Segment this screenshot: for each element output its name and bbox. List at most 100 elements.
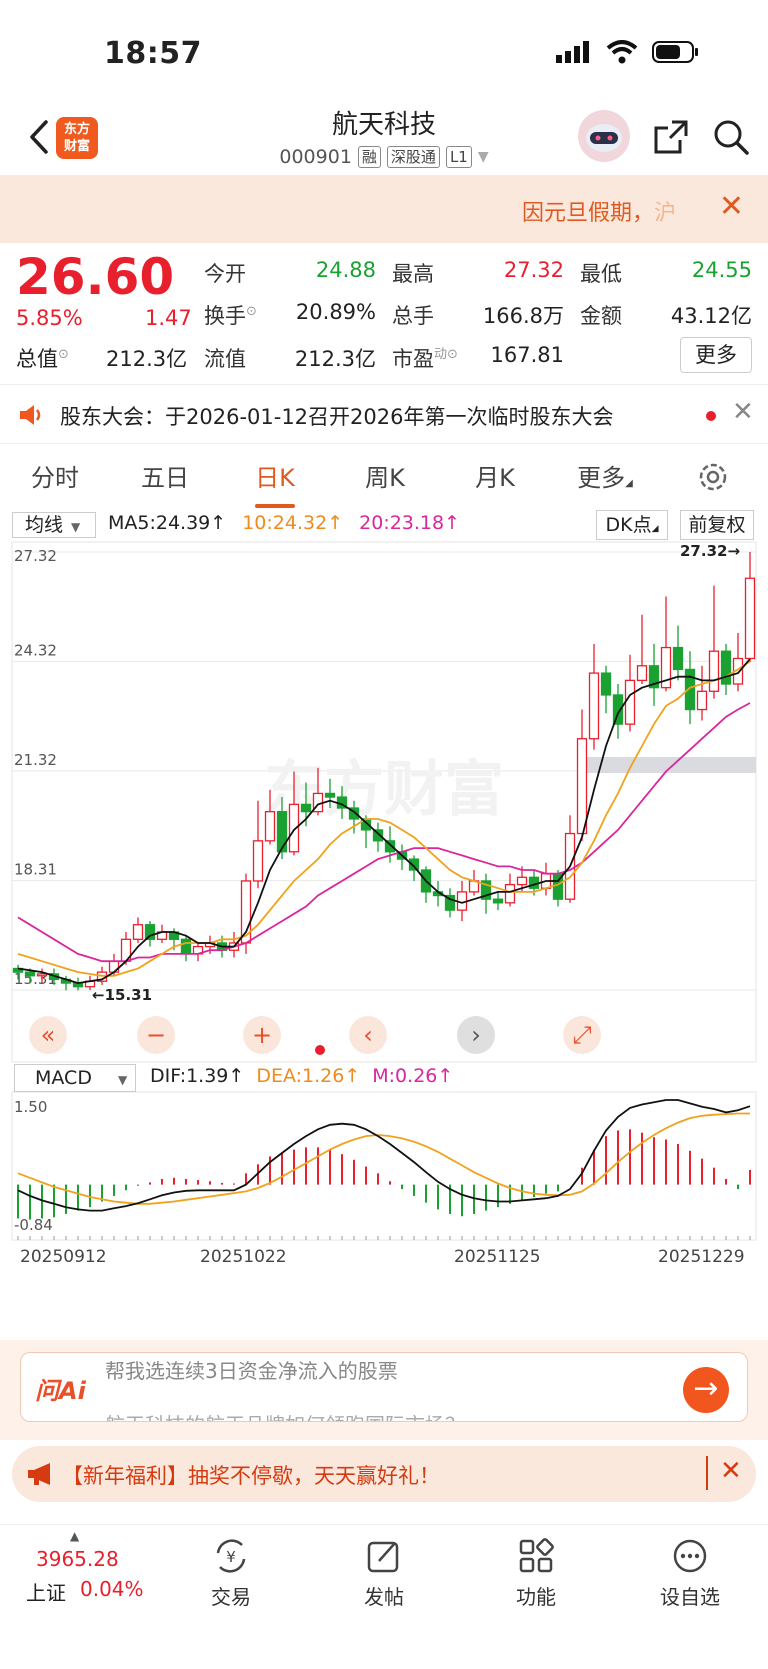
tab-five-day[interactable]: 五日 [141, 464, 189, 492]
tab-weekly-k[interactable]: 周K [365, 464, 405, 492]
candle-body [576, 738, 588, 835]
megaphone-icon [28, 1463, 50, 1485]
candle-body [288, 803, 300, 853]
indicator-select-label: 均线 [25, 514, 64, 536]
index-pct[interactable]: 0.04% [80, 1577, 144, 1601]
min-price-label: ←15.31 [92, 986, 152, 1004]
expand-icon[interactable]: ⤢ [572, 1021, 591, 1049]
candle-body [36, 973, 48, 977]
zoom-out-icon-bg[interactable] [137, 1016, 175, 1054]
svg-text:¥: ¥ [226, 1548, 236, 1566]
ai-question-box[interactable]: 问Ai 帮我选连续3日资金净流入的股票 航天科技的航天品牌如何领跑国际市场？ → [20, 1352, 748, 1422]
rewind-icon-bg[interactable] [29, 1016, 67, 1054]
close-icon[interactable]: ✕ [732, 397, 754, 427]
zoom-in-icon-bg[interactable] [243, 1016, 281, 1054]
step-forward-icon-bg[interactable] [457, 1016, 495, 1054]
info-icon[interactable]: ⊙ [447, 347, 458, 362]
candle-body [744, 577, 756, 660]
nav-trade[interactable]: ¥ 交易 [181, 1537, 281, 1610]
float-mv-value: 212.3亿 [294, 347, 376, 371]
promo-banner[interactable]: 【新年福利】抽奖不停歇，天天赢好礼！ ✕ [12, 1446, 756, 1502]
x-tick-label: 20251229 [658, 1247, 745, 1267]
dk-point-button[interactable]: DK点◢ [596, 510, 668, 540]
holiday-text: 因元旦假期， [521, 201, 654, 226]
promo-text: 【新年福利】抽奖不停歇，天天赢好礼！ [62, 1464, 440, 1488]
holiday-banner[interactable]: 因元旦假期， 沪 ✕ [0, 175, 768, 243]
ai-hint-text-next[interactable]: 航天科技的航天品牌如何领跑国际市场？ [105, 1409, 465, 1421]
nav-watchlist[interactable]: 设自选 [640, 1537, 740, 1610]
divider [706, 1456, 708, 1490]
more-dots-icon [673, 1539, 707, 1573]
close-icon[interactable]: ✕ [720, 1456, 742, 1486]
price-band [580, 756, 756, 773]
stock-code: 000901 [279, 146, 352, 168]
candle-body [516, 876, 528, 886]
zoom-in-icon[interactable]: + [252, 1021, 272, 1049]
info-icon[interactable]: ⊙ [58, 347, 69, 362]
tab-more[interactable]: 更多◢ [550, 458, 660, 508]
close-icon[interactable]: ✕ [718, 189, 744, 224]
ma5-legend: MA5:24.39↑ [108, 512, 227, 534]
nav-functions[interactable]: 功能 [486, 1537, 586, 1610]
nav-functions-label: 功能 [516, 1585, 556, 1609]
arrow-right-icon[interactable]: → [683, 1367, 729, 1413]
m-legend-text: M:0.26 [372, 1065, 438, 1087]
step-back-icon[interactable]: ‹ [363, 1021, 373, 1049]
zoom-out-icon[interactable]: − [146, 1021, 166, 1049]
tab-daily-k[interactable]: 日K [220, 458, 330, 508]
volume-value: 166.8万 [482, 304, 564, 328]
kline-chart[interactable]: 27.3224.3221.3218.3115.31东方财富27.32→←15.3… [0, 540, 768, 1340]
macd-y-tick: -0.84 [14, 1216, 53, 1234]
nav-post[interactable]: 发帖 [334, 1537, 434, 1610]
adjust-button[interactable]: 前复权 [680, 510, 754, 540]
open-value: 24.88 [315, 258, 376, 282]
candle-body [384, 840, 396, 853]
nav-post-label: 发帖 [364, 1585, 404, 1609]
back-icon[interactable] [24, 118, 54, 156]
share-icon[interactable] [652, 118, 690, 156]
y-tick-label: 27.32 [14, 547, 57, 565]
candle-body [180, 938, 192, 955]
ma10-line [17, 660, 751, 977]
candle-body [636, 665, 648, 682]
period-tabs: 分时 五日 日K 周K 月K 更多◢ [0, 458, 768, 508]
nav-watchlist-label: 设自选 [660, 1585, 720, 1609]
macd-y-tick: 1.50 [14, 1098, 47, 1116]
more-button[interactable]: 更多 [680, 337, 752, 373]
x-tick-label: 20251022 [200, 1247, 287, 1267]
speaker-icon [20, 405, 41, 425]
robot-assistant-icon[interactable] [578, 110, 630, 162]
search-icon[interactable] [712, 118, 750, 156]
total-mv-label: 总值⊙ [16, 343, 69, 373]
step-forward-icon[interactable]: › [471, 1021, 481, 1049]
info-icon[interactable]: ⊙ [246, 304, 257, 319]
macd-select[interactable]: MACD ▼ [14, 1064, 136, 1092]
candle-body [372, 829, 384, 842]
stock-code-row[interactable]: 000901 融 深股通 L1 ▼ [0, 146, 768, 168]
total-mv-value: 212.3亿 [106, 347, 188, 371]
ma20-legend: 20:23.18↑ [359, 512, 461, 534]
candle-body [648, 665, 660, 689]
indicator-select[interactable]: 均线 ▼ [12, 512, 96, 538]
ma-legend: MA5:24.39↑ 10:24.32↑ 20:23.18↑ [108, 512, 460, 534]
step-back-icon-bg[interactable] [349, 1016, 387, 1054]
watermark: 东方财富 [264, 755, 504, 825]
index-value[interactable]: 3965.28 [36, 1547, 119, 1571]
ma10-legend-text: 10:24.32 [242, 512, 328, 534]
announcement-bar[interactable]: 股东大会：于2026-01-12召开2026年第一次临时股东大会 ✕ [0, 384, 768, 444]
announcement-text: 股东大会：于2026-01-12召开2026年第一次临时股东大会 [60, 405, 614, 429]
pe-label-text: 市盈 [392, 347, 434, 371]
expand-icon-bg[interactable] [563, 1016, 601, 1054]
rewind-icon[interactable]: « [41, 1021, 56, 1049]
gear-icon[interactable] [696, 460, 730, 494]
dif-line [17, 1099, 751, 1212]
tab-intraday[interactable]: 分时 [31, 464, 79, 492]
chevron-down-icon: ▼ [71, 520, 81, 534]
ai-hint-text[interactable]: 帮我选连续3日资金净流入的股票 [105, 1359, 398, 1383]
tab-monthly-k[interactable]: 月K [475, 464, 515, 492]
amount-value: 43.12亿 [670, 304, 752, 328]
high-value: 27.32 [503, 258, 564, 282]
index-name[interactable]: 上证 [26, 1581, 66, 1605]
candle-body [708, 650, 720, 692]
grid-icon [519, 1538, 554, 1573]
